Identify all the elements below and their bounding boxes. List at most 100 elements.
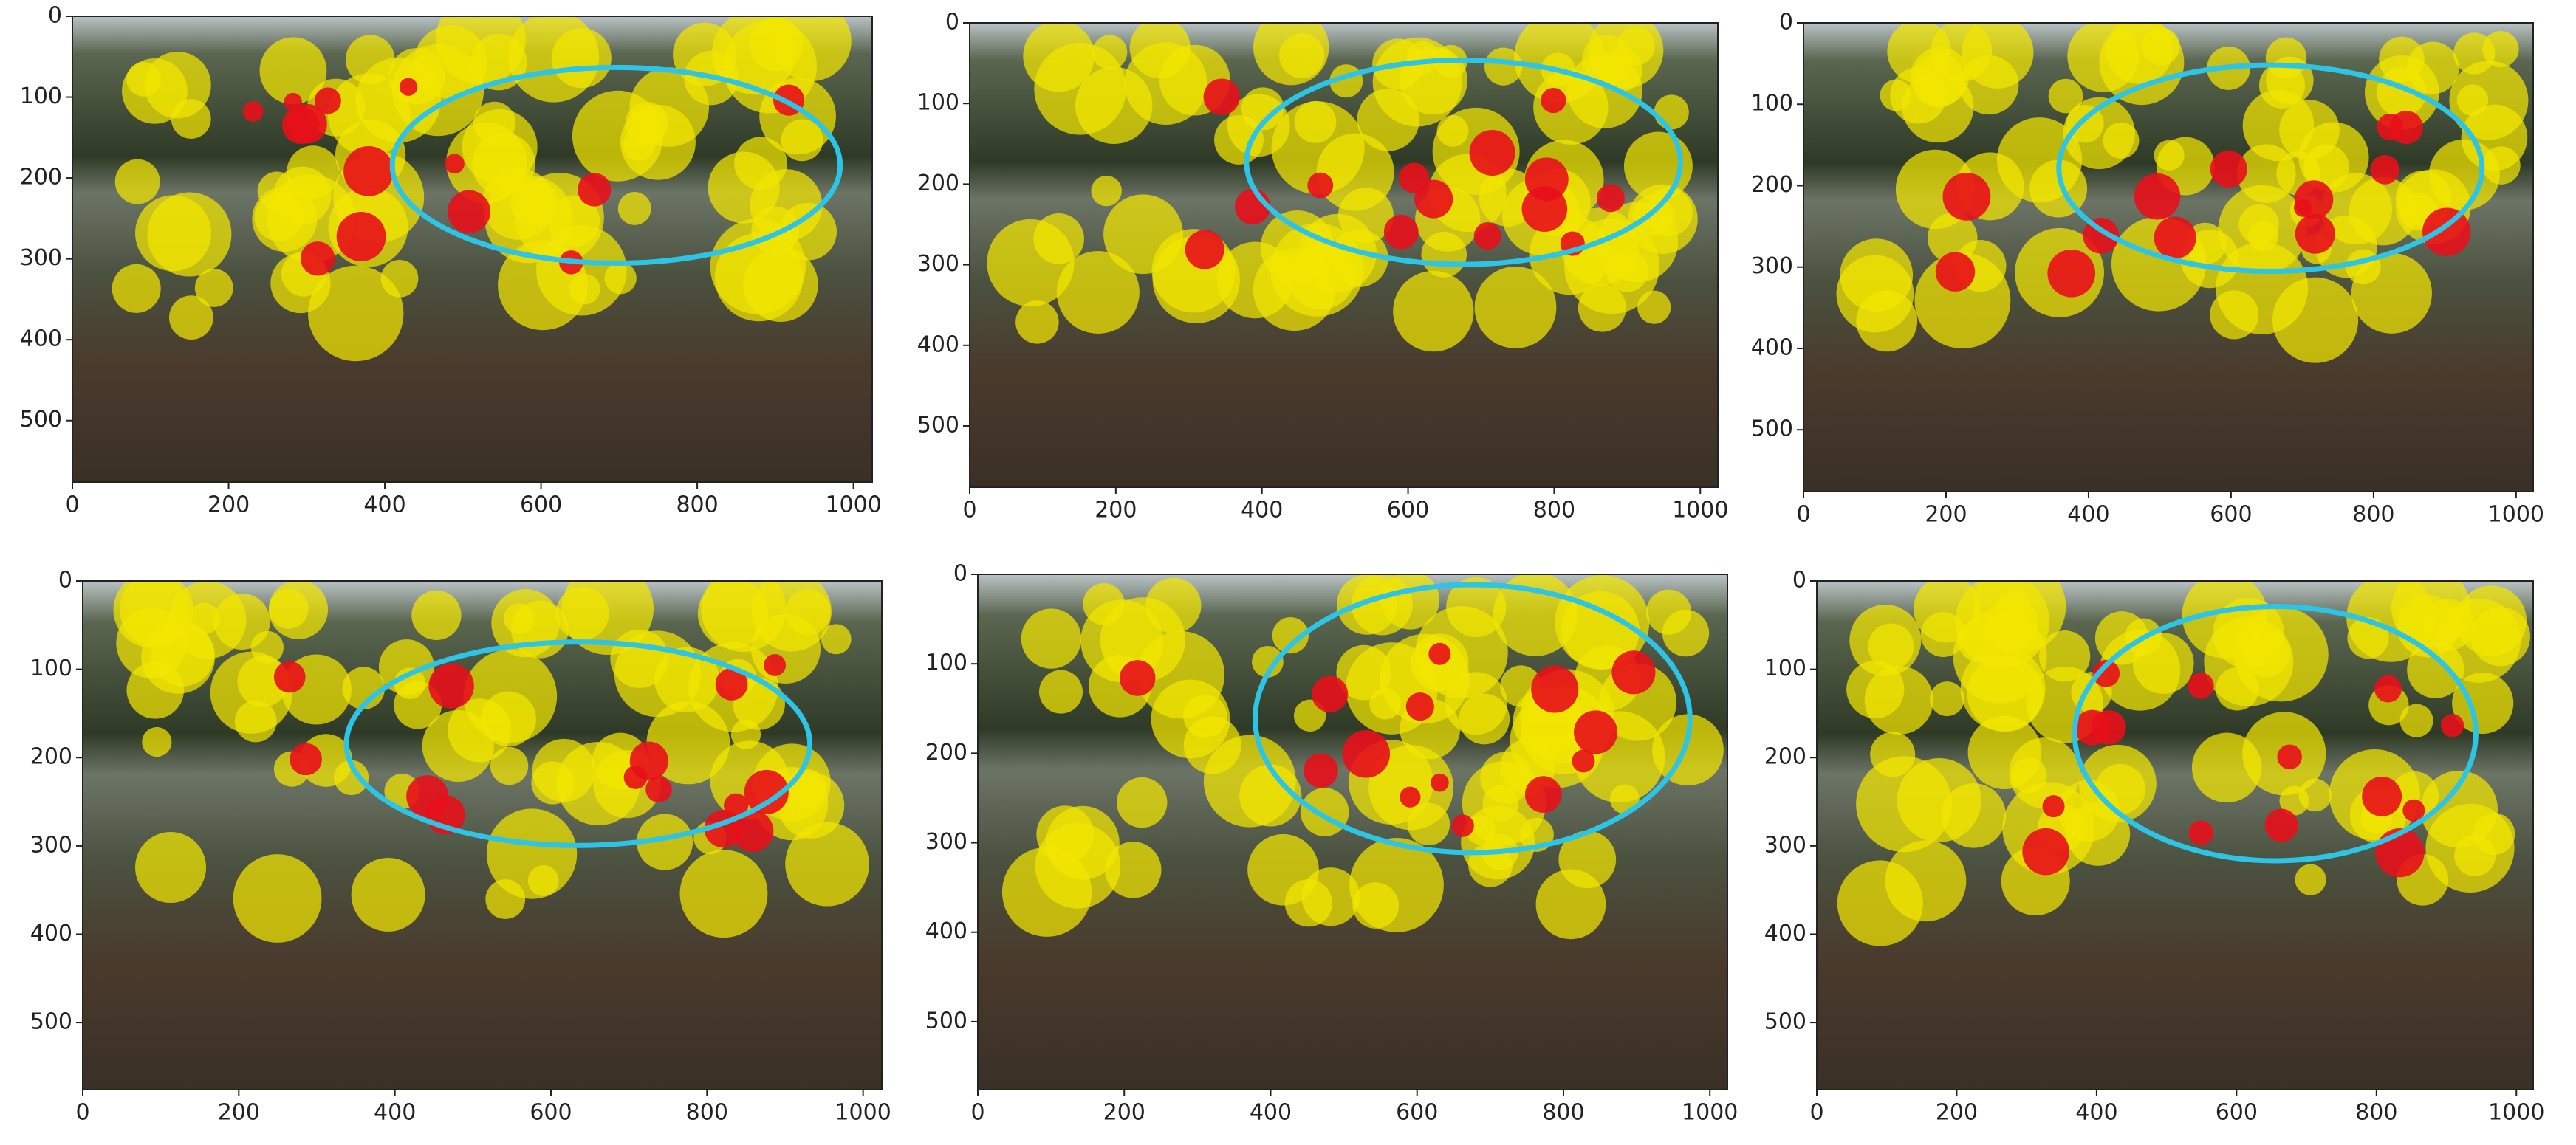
heat-peak — [1521, 186, 1568, 232]
heat-peak — [343, 145, 394, 196]
heat-peak — [2295, 213, 2335, 254]
heat-peak — [2293, 199, 2312, 217]
x-tick-label: 200 — [1103, 1100, 1145, 1126]
panel: 0 200 400 600 800 1000 0 100 200 300 400 500 — [1764, 568, 2545, 1126]
axes-frame — [1816, 580, 2534, 1090]
heat-blob — [1588, 23, 1664, 89]
x-tick-label: 800 — [1533, 498, 1575, 523]
heat-blob — [2320, 173, 2393, 245]
x-tick-label: 1000 — [825, 492, 881, 518]
x-tick-label: 200 — [1936, 1100, 1978, 1126]
heat-blob — [491, 588, 560, 658]
roi-ellipse — [1244, 57, 1683, 267]
x-tick-label: 0 — [970, 1100, 984, 1126]
heat-blob — [2347, 617, 2389, 659]
axes-frame — [72, 16, 873, 483]
heat-blob — [821, 624, 852, 655]
heat-blob — [1920, 612, 1966, 657]
heat-peak — [336, 212, 386, 261]
heat-blob — [2295, 864, 2326, 895]
heat-peak — [1531, 665, 1579, 713]
y-tick-label: 200 — [925, 740, 967, 766]
heatmap — [1836, 23, 2529, 363]
heat-peak — [2022, 828, 2069, 876]
heat-blob — [112, 264, 161, 313]
x-tick-label: 600 — [2210, 502, 2252, 528]
heat-blob — [342, 667, 386, 710]
y-tick-label: 300 — [925, 829, 967, 855]
y-tick-label: 500 — [30, 1009, 72, 1035]
heat-blob — [743, 247, 818, 322]
heat-blob — [1868, 623, 1914, 670]
heat-blob — [1301, 867, 1360, 926]
heat-peak — [724, 793, 749, 818]
heatmap — [1837, 581, 2530, 946]
roi-ellipse — [2072, 603, 2479, 864]
y-tick-label: 0 — [58, 568, 72, 594]
heat-blob — [555, 586, 609, 641]
heat-peak — [2362, 776, 2402, 816]
heat-peak — [2374, 675, 2402, 703]
heat-blob — [2216, 241, 2309, 334]
heat-peak — [2047, 249, 2096, 298]
heatmap — [987, 23, 1698, 352]
heat-peak — [623, 766, 648, 789]
heat-blob — [2038, 630, 2091, 682]
heat-peak — [290, 743, 322, 776]
x-tick-label: 800 — [676, 492, 718, 518]
heat-blob — [1092, 35, 1128, 70]
heat-blob — [2456, 585, 2527, 656]
x-tick-label: 800 — [1542, 1100, 1584, 1126]
heat-blob — [1535, 869, 1606, 940]
heat-blob — [1337, 574, 1397, 635]
heat-peak — [2402, 799, 2425, 822]
y-tick-label: 0 — [953, 561, 967, 587]
heat-peak — [2154, 216, 2196, 259]
y-tick-label: 300 — [1751, 253, 1793, 279]
heat-peak — [645, 776, 672, 803]
axes-frame — [977, 574, 1728, 1090]
y-tick-label: 100 — [1764, 656, 1806, 681]
x-tick-label: 400 — [374, 1100, 416, 1126]
heat-blob — [250, 630, 284, 664]
x-tick-label: 800 — [2352, 502, 2394, 528]
heat-blob — [1967, 656, 2044, 732]
heat-blob — [2142, 27, 2180, 66]
heat-blob — [1336, 644, 1392, 701]
heat-peak — [1414, 179, 1453, 219]
heat-blob — [2182, 581, 2268, 659]
heat-blob — [2298, 778, 2332, 812]
heat-peak — [1596, 184, 1625, 213]
heat-blob — [114, 159, 160, 204]
heat-blob — [327, 73, 411, 157]
heat-blob — [1446, 577, 1507, 637]
panel: 0 200 400 600 800 1000 0 100 200 300 400 500 — [925, 561, 1739, 1126]
x-tick-label: 600 — [520, 492, 562, 518]
heat-blob — [637, 814, 693, 870]
heat-blob — [168, 295, 213, 340]
heat-peak — [445, 154, 465, 174]
y-tick-label: 400 — [917, 331, 959, 357]
heat-peak — [1400, 786, 1421, 808]
heat-blob — [122, 58, 188, 124]
y-tick-label: 100 — [925, 650, 967, 676]
heat-blob — [485, 879, 526, 919]
heat-blob — [463, 649, 558, 743]
heat-peak — [399, 78, 418, 96]
x-tick-label: 0 — [75, 1100, 89, 1126]
heat-peak — [2134, 173, 2181, 220]
x-tick-label: 1000 — [1682, 1100, 1738, 1126]
y-tick-label: 300 — [20, 245, 62, 271]
heat-blob — [472, 132, 535, 196]
y-tick-label: 0 — [1792, 568, 1806, 594]
x-tick-label: 600 — [530, 1100, 572, 1126]
x-tick-label: 0 — [1796, 502, 1810, 528]
heat-blob — [1967, 715, 2042, 790]
heat-blob — [1214, 114, 1264, 165]
heat-peak — [1342, 729, 1391, 778]
heat-blob — [617, 192, 651, 225]
heat-blob — [1606, 250, 1648, 292]
y-tick-label: 200 — [1751, 172, 1793, 198]
heat-blob — [527, 864, 559, 896]
heat-blob — [1962, 23, 2034, 89]
